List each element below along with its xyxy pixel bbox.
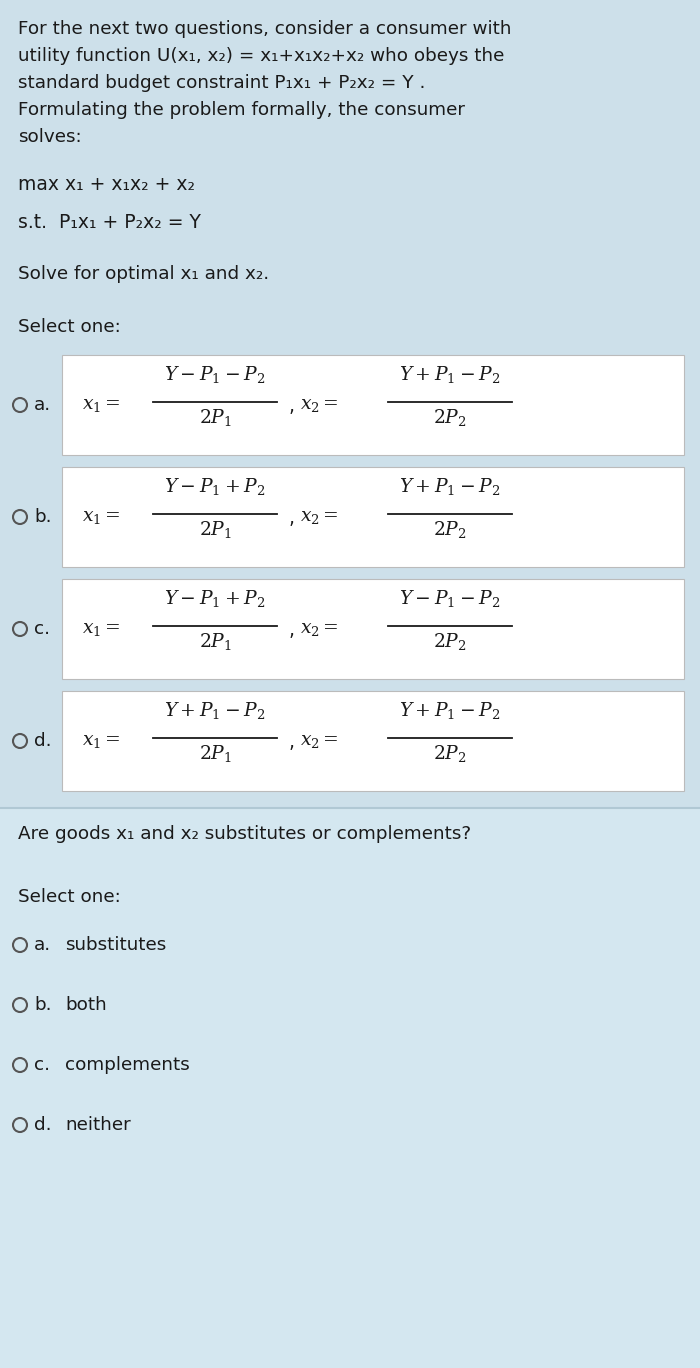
Text: $2P_2$: $2P_2$	[433, 631, 467, 653]
Text: neither: neither	[65, 1116, 131, 1134]
Text: ,: ,	[288, 621, 294, 640]
Text: Select one:: Select one:	[18, 888, 120, 906]
Text: $2P_1$: $2P_1$	[199, 518, 232, 540]
Text: $x_2 =$: $x_2 =$	[300, 395, 339, 415]
Text: a.: a.	[34, 936, 51, 953]
Text: $x_1 =$: $x_1 =$	[82, 732, 120, 751]
Text: max x₁ + x₁x₂ + x₂: max x₁ + x₁x₂ + x₂	[18, 175, 195, 194]
Text: ,: ,	[288, 509, 294, 528]
Text: s.t.  P₁x₁ + P₂x₂ = Y: s.t. P₁x₁ + P₂x₂ = Y	[18, 213, 201, 233]
Text: $Y + P_1 - P_2$: $Y + P_1 - P_2$	[400, 700, 500, 721]
Text: d.: d.	[34, 1116, 52, 1134]
Text: $2P_2$: $2P_2$	[433, 518, 467, 540]
Text: $2P_1$: $2P_1$	[199, 631, 232, 653]
Text: $Y - P_1 - P_2$: $Y - P_1 - P_2$	[164, 364, 265, 384]
Text: b.: b.	[34, 508, 52, 527]
Text: c.: c.	[34, 1056, 50, 1074]
Text: Are goods x₁ and x₂ substitutes or complements?: Are goods x₁ and x₂ substitutes or compl…	[18, 825, 471, 843]
Text: $2P_2$: $2P_2$	[433, 743, 467, 763]
Bar	[62, 356, 684, 456]
Text: complements: complements	[65, 1056, 190, 1074]
Text: $2P_2$: $2P_2$	[433, 408, 467, 428]
Text: $2P_1$: $2P_1$	[199, 743, 232, 763]
Text: ,: ,	[288, 398, 294, 416]
Bar	[62, 579, 684, 679]
Text: $x_2 =$: $x_2 =$	[300, 732, 339, 751]
Text: a.: a.	[34, 395, 51, 415]
Text: $x_1 =$: $x_1 =$	[82, 395, 120, 415]
Text: $x_1 =$: $x_1 =$	[82, 508, 120, 527]
Text: $2P_1$: $2P_1$	[199, 408, 232, 428]
Text: Formulating the problem formally, the consumer: Formulating the problem formally, the co…	[18, 101, 465, 119]
Text: c.: c.	[34, 620, 50, 637]
Text: utility function U(x₁, x₂) = x₁+x₁x₂+x₂ who obeys the: utility function U(x₁, x₂) = x₁+x₁x₂+x₂ …	[18, 47, 505, 66]
Bar	[0, 808, 700, 1368]
Text: $Y - P_1 - P_2$: $Y - P_1 - P_2$	[400, 588, 500, 609]
Bar	[62, 691, 684, 791]
Text: For the next two questions, consider a consumer with: For the next two questions, consider a c…	[18, 21, 512, 38]
Text: $Y - P_1 + P_2$: $Y - P_1 + P_2$	[164, 588, 265, 609]
Text: $Y - P_1 + P_2$: $Y - P_1 + P_2$	[164, 476, 265, 497]
Text: d.: d.	[34, 732, 52, 750]
Text: substitutes: substitutes	[65, 936, 167, 953]
Text: ,: ,	[288, 733, 294, 752]
Text: $Y + P_1 - P_2$: $Y + P_1 - P_2$	[400, 476, 500, 497]
Text: $x_2 =$: $x_2 =$	[300, 620, 339, 639]
Text: Select one:: Select one:	[18, 317, 120, 337]
Bar	[0, 0, 700, 870]
Text: both: both	[65, 996, 106, 1014]
Text: standard budget constraint P₁x₁ + P₂x₂ = Y .: standard budget constraint P₁x₁ + P₂x₂ =…	[18, 74, 426, 92]
Bar	[62, 466, 684, 566]
Text: $Y + P_1 - P_2$: $Y + P_1 - P_2$	[400, 364, 500, 384]
Text: $x_2 =$: $x_2 =$	[300, 508, 339, 527]
Text: Solve for optimal x₁ and x₂.: Solve for optimal x₁ and x₂.	[18, 265, 269, 283]
Text: $Y + P_1 - P_2$: $Y + P_1 - P_2$	[164, 700, 265, 721]
Text: b.: b.	[34, 996, 52, 1014]
Text: $x_1 =$: $x_1 =$	[82, 620, 120, 639]
Text: solves:: solves:	[18, 129, 82, 146]
